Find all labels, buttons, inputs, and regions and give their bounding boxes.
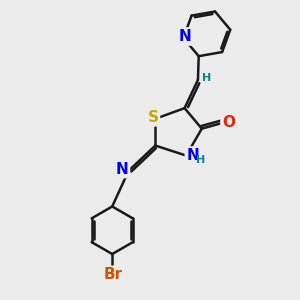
Text: H: H: [202, 73, 211, 82]
Text: N: N: [186, 148, 199, 163]
Text: N: N: [179, 29, 192, 44]
Text: O: O: [222, 115, 235, 130]
Text: N: N: [116, 161, 128, 176]
Text: H: H: [196, 155, 206, 165]
Text: S: S: [147, 110, 158, 125]
Text: Br: Br: [103, 267, 122, 282]
